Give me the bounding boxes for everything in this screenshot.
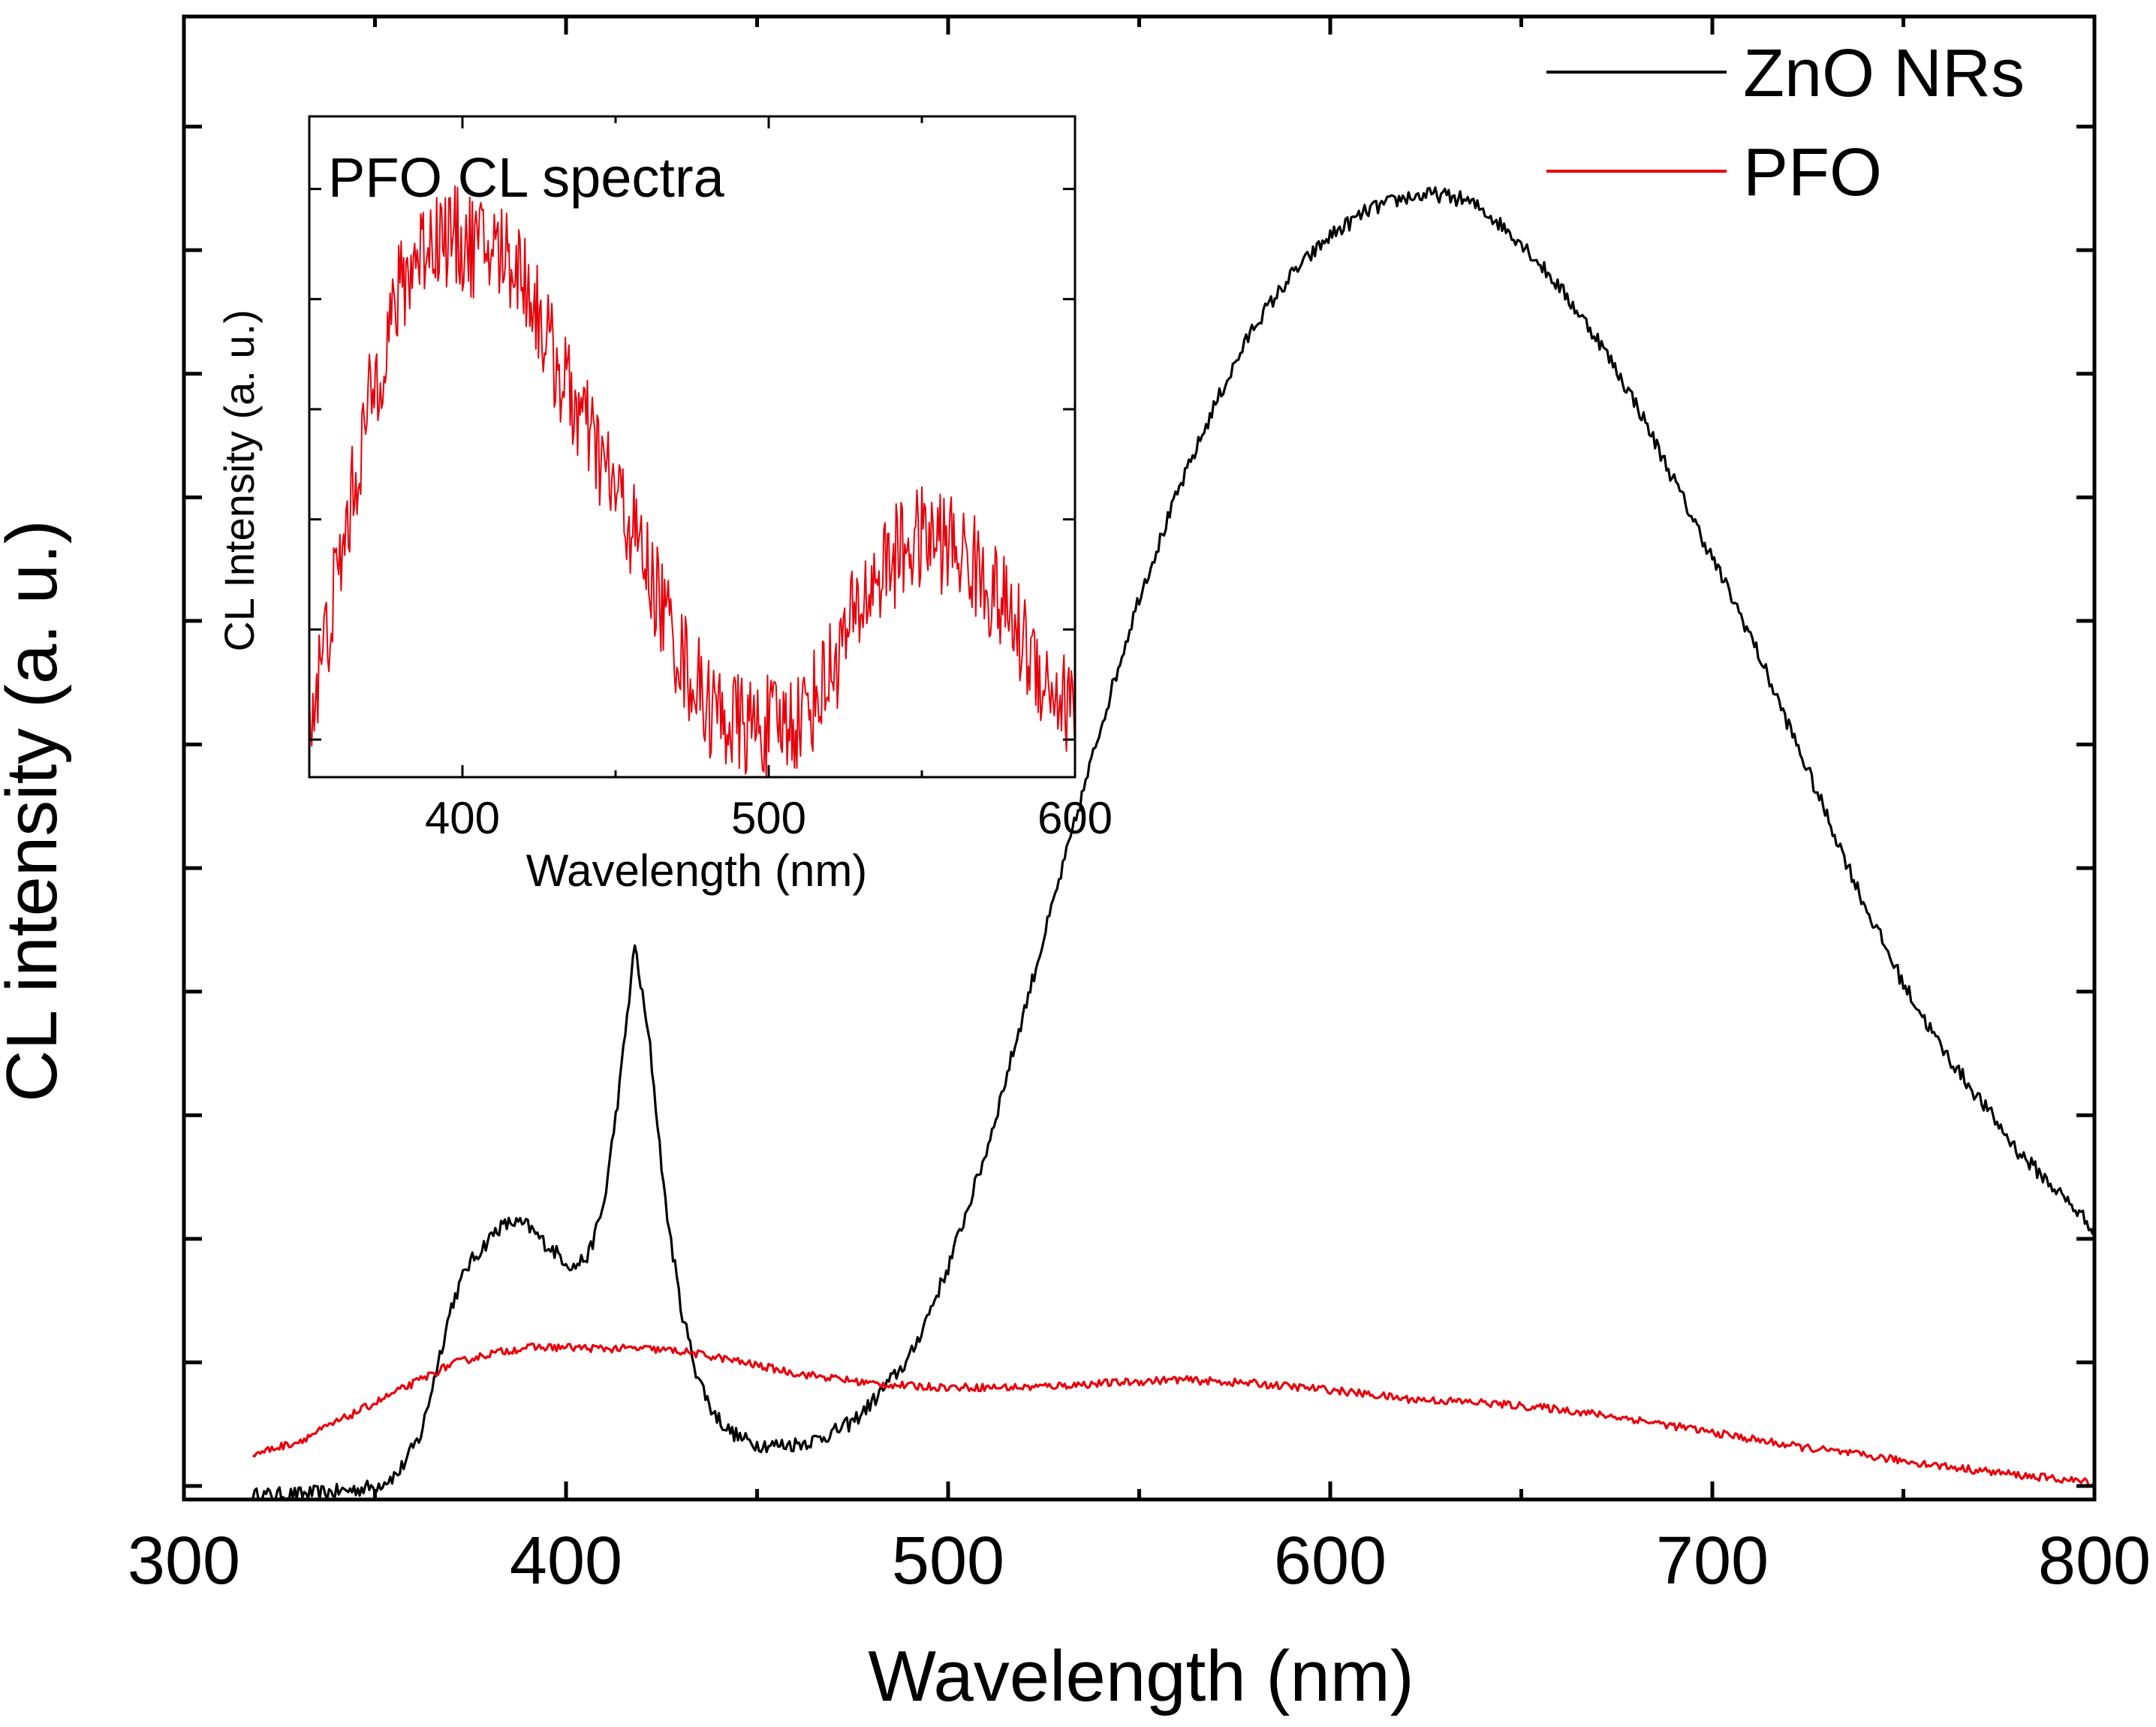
main-y-ticks (184, 125, 2094, 1488)
main-y-axis-label: CL intensity (a. u.) (0, 520, 72, 1102)
inset-x-tick-label: 400 (425, 793, 500, 843)
inset-title: PFO CL spectra (328, 146, 725, 209)
legend: ZnO NRs PFO (1546, 36, 2025, 210)
legend-label-zno: ZnO NRs (1743, 36, 2025, 111)
main-series-pfo (252, 1342, 2095, 1487)
main-x-tick-label: 800 (2038, 1524, 2151, 1599)
inset-plot-frame (308, 115, 1076, 779)
main-x-axis-label: Wavelength (nm) (868, 1636, 1414, 1716)
main-plot: 300 400 500 600 700 800 Wavelength (nm) CL in… (0, 14, 2151, 1716)
inset-x-tick-label: 600 (1037, 793, 1113, 843)
main-x-tick-label: 600 (1274, 1524, 1387, 1599)
main-x-tick-label: 400 (510, 1524, 622, 1599)
inset-plot: 400 500 600 PFO CL spectra Wavelength (nm)… (215, 115, 1113, 896)
inset-background (309, 116, 1075, 777)
inset-x-tick-labels: 400 500 600 (425, 793, 1113, 843)
inset-x-tick-label: 500 (731, 793, 806, 843)
main-series-zno-nrs (251, 186, 2096, 1501)
main-x-ticks (182, 17, 2097, 1499)
main-x-tick-label: 700 (1656, 1524, 1769, 1599)
main-series-group (251, 186, 2096, 1501)
main-x-tick-label: 300 (128, 1524, 240, 1599)
inset-x-ticks (308, 116, 1076, 777)
inset-y-ticks (309, 188, 1075, 741)
main-x-tick-label: 500 (892, 1524, 1004, 1599)
inset-series-pfo (309, 185, 1076, 778)
inset-series-group (309, 185, 1076, 778)
main-x-tick-labels: 300 400 500 600 700 800 (128, 1524, 2151, 1599)
inset-y-axis-label: CL Intensity (a. u.) (215, 309, 263, 651)
inset-x-axis-label: Wavelength (nm) (526, 845, 868, 896)
legend-label-pfo: PFO (1743, 135, 1882, 210)
